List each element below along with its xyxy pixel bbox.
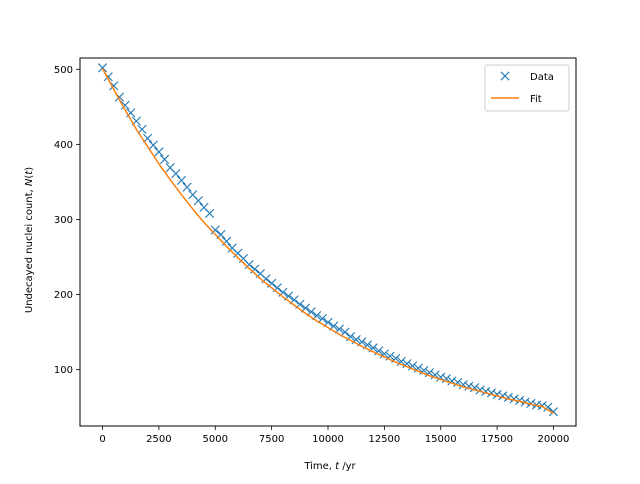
data-point <box>148 140 158 150</box>
data-point <box>424 368 435 378</box>
data-point <box>509 394 519 404</box>
fit-line <box>101 68 554 414</box>
x-tick-label: 15000 <box>425 434 457 445</box>
data-point <box>210 225 220 235</box>
data-point <box>97 63 108 73</box>
legend-data-label: Data <box>530 72 554 83</box>
data-point <box>154 147 164 157</box>
x-tick-label: 7500 <box>259 434 284 445</box>
legend-data-x <box>500 71 510 81</box>
data-point <box>182 182 192 192</box>
data-point <box>396 356 406 367</box>
axes-frame <box>79 57 577 427</box>
plot-area <box>97 63 559 417</box>
y-tick-label: 300 <box>54 215 73 226</box>
data-point <box>419 365 429 376</box>
y-tick-label: 200 <box>54 290 73 301</box>
x-tick-label: 10000 <box>312 434 344 445</box>
data-point <box>548 407 559 417</box>
data-point <box>159 154 170 164</box>
x-tick-label: 5000 <box>203 434 228 445</box>
data-point <box>205 208 215 219</box>
legend-fit-label: Fit <box>530 94 542 105</box>
data-point <box>402 359 412 369</box>
data-point <box>137 124 147 134</box>
data-point <box>176 175 187 186</box>
data-point <box>171 169 181 179</box>
data-point <box>193 196 203 206</box>
data-point <box>379 349 389 359</box>
x-axis-ticks: 0 2500 5000 7500 10000 12500 15000 17500 20000 <box>99 426 569 445</box>
y-axis-label: Undecayed nuclei count, N(t) <box>24 167 35 313</box>
data-point <box>120 100 130 110</box>
y-tick-label: 400 <box>54 140 73 151</box>
data-point <box>543 402 553 412</box>
data-point <box>340 327 350 337</box>
y-tick-label: 500 <box>54 65 73 76</box>
x-tick-label: 17500 <box>481 434 513 445</box>
legend: Data Fit <box>484 64 570 112</box>
data-point <box>413 363 423 373</box>
data-point <box>244 259 254 270</box>
legend-data-marker <box>500 71 510 81</box>
y-tick-label: 100 <box>54 365 73 376</box>
legend-box <box>484 64 570 112</box>
x-tick-label: 2500 <box>146 434 171 445</box>
x-tick-label: 12500 <box>368 434 400 445</box>
y-axis-ticks: 100 200 300 400 500 <box>54 65 80 376</box>
data-point <box>407 361 418 371</box>
data-point <box>317 314 327 324</box>
x-axis-label: Time, t /yr <box>303 461 356 472</box>
x-tick-label: 20000 <box>538 434 570 445</box>
x-tick-label: 0 <box>99 434 105 445</box>
